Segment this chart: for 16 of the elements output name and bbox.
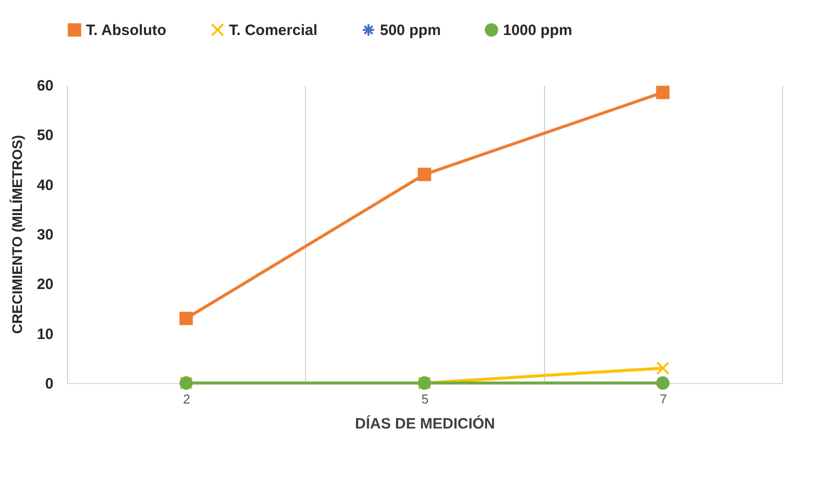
y-tick-label: 10	[36, 326, 54, 343]
legend-label: 500 ppm	[380, 22, 441, 39]
legend-label: 1000 ppm	[503, 22, 572, 39]
y-axis-title: CRECIMIENTO (MILÍMETROS)	[8, 135, 25, 334]
y-tick-label: 60	[36, 78, 54, 94]
legend-label: T. Absoluto	[86, 22, 166, 39]
y-tick-label: 50	[36, 127, 54, 144]
x-tick-label: 7	[660, 392, 667, 406]
legend-label: T. Comercial	[229, 22, 318, 39]
y-tick-label: 30	[36, 226, 54, 244]
x-tick-label: 2	[183, 392, 190, 406]
x-axis-title: DÍAS DE MEDICIÓN	[354, 414, 496, 432]
y-tick-label: 20	[36, 276, 54, 294]
y-tick-label: 0	[45, 376, 54, 392]
x-tick-label: 5	[421, 392, 429, 406]
y-tick-label: 40	[36, 176, 54, 194]
